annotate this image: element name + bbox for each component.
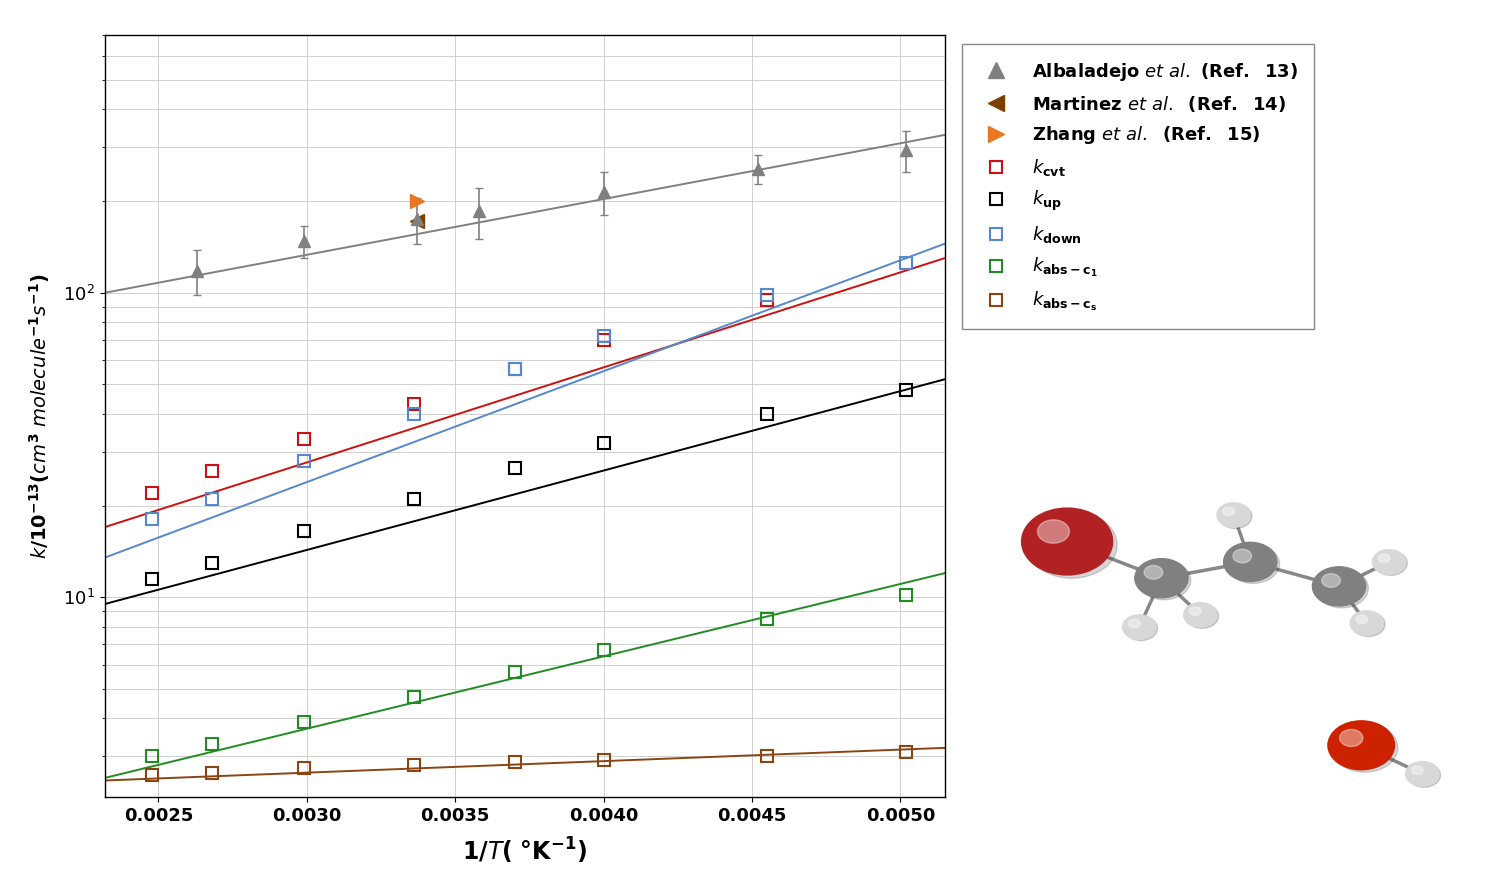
Y-axis label: $\mathbf{\mathit{k}/10^{-13}(\mathit{cm}^3\ \mathit{molecule}^{-1}\mathit{s}^{-1: $\mathbf{\mathit{k}/10^{-13}(\mathit{cm}… (27, 274, 52, 559)
Circle shape (1190, 607, 1202, 616)
Legend: $\bf{Albaladejo\ \mathit{et\ al.}\ (Ref.\ \ 13)}$, $\bf{Martinez\ \mathit{et\ al: $\bf{Albaladejo\ \mathit{et\ al.}\ (Ref.… (962, 44, 1314, 330)
Circle shape (1227, 544, 1280, 583)
Circle shape (1137, 561, 1191, 600)
Circle shape (1038, 520, 1070, 543)
Circle shape (1128, 619, 1140, 627)
Circle shape (1407, 763, 1440, 788)
Circle shape (1312, 567, 1365, 606)
Circle shape (1125, 616, 1158, 641)
Circle shape (1332, 723, 1398, 773)
Circle shape (1378, 554, 1390, 563)
Circle shape (1216, 503, 1251, 527)
Circle shape (1340, 729, 1364, 747)
Circle shape (1026, 511, 1118, 579)
Circle shape (1374, 551, 1407, 575)
Circle shape (1356, 615, 1368, 624)
Circle shape (1322, 573, 1341, 587)
Circle shape (1406, 762, 1438, 786)
Circle shape (1224, 542, 1276, 581)
Circle shape (1022, 508, 1113, 575)
Circle shape (1316, 569, 1368, 608)
Circle shape (1222, 507, 1234, 516)
Circle shape (1218, 504, 1252, 528)
Circle shape (1144, 565, 1162, 579)
Circle shape (1412, 766, 1424, 774)
Circle shape (1136, 559, 1188, 598)
Circle shape (1233, 549, 1251, 563)
Circle shape (1328, 721, 1395, 770)
X-axis label: $\mathbf{1/\mathit{T}(\ °K^{-1})}$: $\mathbf{1/\mathit{T}(\ °K^{-1})}$ (462, 836, 588, 867)
Circle shape (1372, 549, 1406, 574)
Circle shape (1122, 615, 1156, 640)
Circle shape (1185, 604, 1218, 628)
Circle shape (1184, 602, 1216, 627)
Circle shape (1352, 612, 1384, 636)
Circle shape (1350, 610, 1383, 635)
